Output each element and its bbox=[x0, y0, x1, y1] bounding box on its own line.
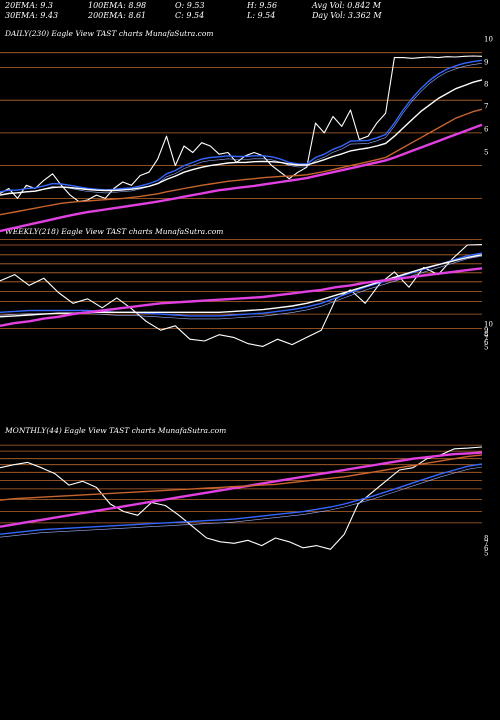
weekly-ytick-2: 8 bbox=[484, 331, 488, 339]
weekly-series-ema-c bbox=[0, 267, 483, 327]
weekly-series-ema-a bbox=[0, 252, 483, 317]
monthly-panel-title: MONTHLY(44) Eagle View TAST charts Munaf… bbox=[5, 426, 227, 435]
header-open: O: 9.53 bbox=[175, 1, 205, 10]
monthly-ytick-2: 6 bbox=[484, 545, 489, 553]
monthly-series-ema-a bbox=[0, 463, 483, 535]
monthly-series-shadow-1 bbox=[0, 466, 483, 538]
header-30ema: 30EMA: 9.43 bbox=[5, 11, 59, 20]
weekly-ytick-1: 9 bbox=[484, 327, 488, 335]
daily-series-shadow-1 bbox=[0, 63, 483, 196]
header-avg-vol: Avg Vol: 0.842 M bbox=[312, 1, 381, 10]
daily-ytick-0: 10 bbox=[484, 36, 493, 44]
header-100ema: 100EMA: 8.98 bbox=[88, 1, 147, 10]
daily-ytick-4: 6 bbox=[484, 126, 489, 134]
header-low: L: 9.54 bbox=[247, 11, 276, 20]
weekly-series-shadow-1 bbox=[0, 255, 483, 320]
monthly-series-ema-c bbox=[0, 454, 483, 501]
daily-panel-title: DAILY(230) Eagle View TAST charts Munafa… bbox=[5, 29, 214, 38]
weekly-ytick-3: 7 bbox=[484, 335, 488, 343]
monthly-series-price bbox=[0, 446, 483, 550]
daily-ytick-1: 9 bbox=[484, 59, 488, 67]
daily-ytick-2: 8 bbox=[484, 81, 488, 89]
daily-series-30ema bbox=[0, 79, 483, 196]
weekly-panel-title: WEEKLY(218) Eagle View TAST charts Munaf… bbox=[5, 227, 224, 236]
weekly-ytick-4: 6 bbox=[484, 339, 489, 347]
header-200ema: 200EMA: 8.61 bbox=[88, 11, 147, 20]
weekly-ytick-5: 5 bbox=[484, 344, 488, 352]
header-high: H: 9.56 bbox=[247, 1, 278, 10]
monthly-ytick-3: 5 bbox=[484, 550, 488, 558]
monthly-ytick-1: 7 bbox=[484, 540, 488, 548]
monthly-ytick-0: 8 bbox=[484, 535, 488, 543]
daily-series-100ema bbox=[0, 108, 483, 216]
weekly-ytick-0: 10 bbox=[484, 321, 493, 329]
daily-panel: 10 9 8 7 6 5 bbox=[0, 36, 493, 233]
header-day-vol: Day Vol: 3.362 M bbox=[312, 11, 382, 20]
daily-series-20ema bbox=[0, 59, 483, 193]
daily-ytick-3: 7 bbox=[484, 103, 488, 111]
daily-ytick-5: 5 bbox=[484, 149, 488, 157]
header-close: C: 9.54 bbox=[175, 11, 205, 20]
weekly-series-price bbox=[0, 244, 483, 347]
header-20ema: 20EMA: 9.3 bbox=[5, 1, 53, 10]
monthly-series-ema-b bbox=[0, 451, 483, 528]
daily-series-200ema bbox=[0, 123, 483, 233]
